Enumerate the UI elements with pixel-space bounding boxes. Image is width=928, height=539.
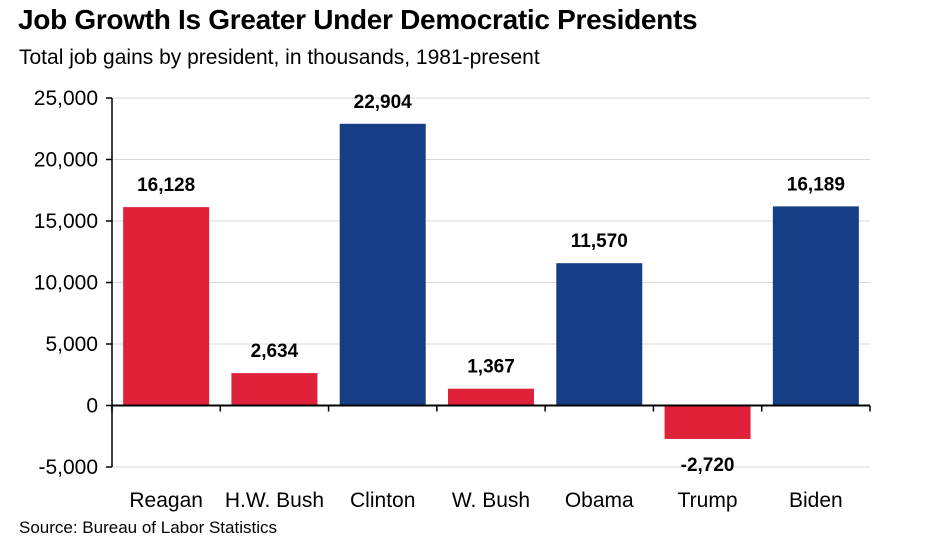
data-label: 1,367	[467, 357, 515, 378]
y-tick-labels: -5,000 0 5,000 10,000 15,000 20,000 25,000	[34, 87, 98, 479]
data-label: 16,189	[787, 174, 845, 195]
category-label: Biden	[789, 489, 843, 512]
data-labels: 16,128 2,634 22,904 1,367 11,570 -2,720 16,189	[137, 92, 845, 476]
data-label: 2,634	[251, 341, 299, 362]
gridlines	[112, 97, 870, 468]
category-labels: Reagan H.W. Bush Clinton W. Bush Obama Trump B…	[129, 489, 842, 512]
y-tick-label: 5,000	[45, 333, 98, 356]
y-tick-label: -5,000	[38, 456, 98, 479]
y-tick-label: 25,000	[34, 87, 98, 110]
category-label: Clinton	[350, 489, 415, 512]
y-tick-label: 20,000	[34, 149, 98, 172]
y-tick-label: 15,000	[34, 210, 98, 233]
bar	[772, 206, 859, 406]
data-label: 16,128	[137, 175, 195, 196]
bar	[123, 207, 210, 406]
y-tick-label: 10,000	[34, 272, 98, 295]
axes	[106, 97, 871, 468]
category-label: Reagan	[129, 489, 203, 512]
category-label: Trump	[678, 489, 738, 512]
bars	[123, 123, 859, 439]
chart-subtitle: Total job gains by president, in thousan…	[19, 46, 540, 69]
chart-title: Job Growth Is Greater Under Democratic P…	[18, 4, 698, 35]
bar	[664, 405, 751, 439]
category-label: Obama	[565, 489, 634, 512]
source-note: Source: Bureau of Labor Statistics	[19, 518, 277, 537]
data-label: -2,720	[681, 455, 735, 476]
category-label: H.W. Bush	[225, 489, 324, 512]
bar	[339, 123, 426, 406]
data-label: 22,904	[354, 92, 413, 113]
y-tick-label: 0	[86, 395, 98, 418]
data-label: 11,570	[571, 231, 628, 252]
category-label: W. Bush	[452, 489, 530, 512]
bar	[231, 373, 318, 406]
bar	[448, 388, 534, 406]
bar	[556, 263, 643, 406]
